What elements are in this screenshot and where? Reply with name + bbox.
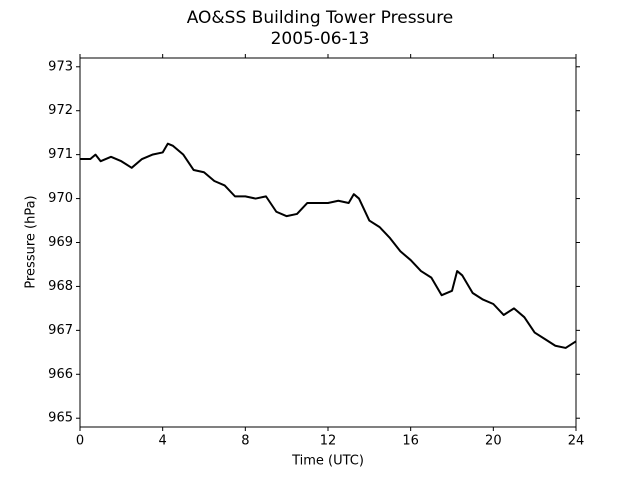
y-tick-label: 973 bbox=[48, 59, 73, 74]
y-tick-label: 970 bbox=[48, 191, 73, 206]
x-tick-label: 8 bbox=[241, 434, 249, 449]
x-axis-label: Time (UTC) bbox=[291, 454, 364, 469]
x-tick-label: 16 bbox=[402, 434, 419, 449]
y-tick-label: 965 bbox=[48, 411, 73, 426]
pressure-line bbox=[80, 142, 577, 349]
y-tick-label: 971 bbox=[48, 147, 73, 162]
y-tick-label: 972 bbox=[48, 103, 73, 118]
chart-subtitle: 2005-06-13 bbox=[271, 29, 370, 49]
x-tick-label: 0 bbox=[76, 434, 84, 449]
y-axis-label: Pressure (hPa) bbox=[24, 195, 39, 288]
y-tick-label: 967 bbox=[48, 323, 73, 338]
chart-title: AO&SS Building Tower Pressure bbox=[187, 8, 454, 28]
plot-frame bbox=[79, 57, 577, 428]
x-tick-label: 4 bbox=[159, 434, 167, 449]
y-tick-label: 969 bbox=[48, 235, 73, 250]
y-tick-label: 966 bbox=[48, 367, 73, 382]
y-tick-label: 968 bbox=[48, 279, 73, 294]
x-tick-label: 24 bbox=[568, 434, 585, 449]
x-tick-label: 20 bbox=[485, 434, 502, 449]
x-tick-label: 12 bbox=[320, 434, 337, 449]
